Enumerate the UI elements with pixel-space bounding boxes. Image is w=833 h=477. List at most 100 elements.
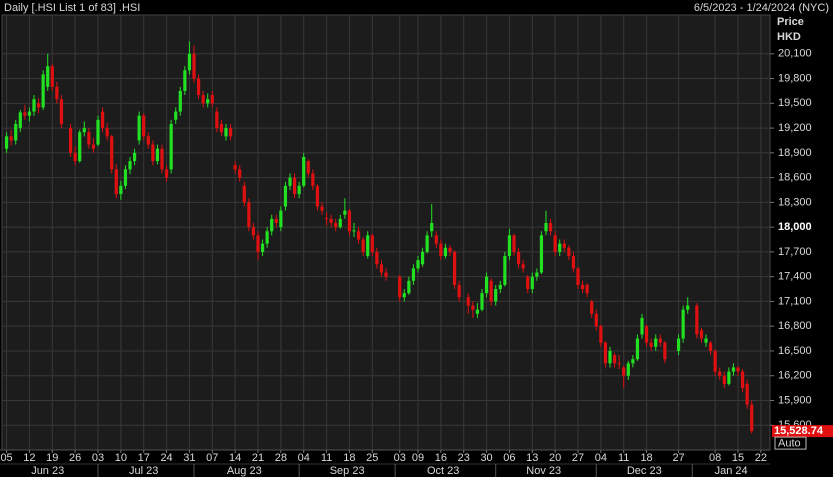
month-label: Jul 23: [129, 465, 158, 477]
candle-body: [361, 239, 365, 252]
candle-body: [78, 132, 82, 162]
candle-body: [548, 223, 553, 232]
candle-body: [448, 247, 452, 252]
x-tick-label: 30: [480, 452, 492, 464]
candle-body: [274, 218, 278, 224]
candle-body: [206, 99, 210, 104]
candle-body: [503, 256, 507, 285]
candle-body: [174, 111, 178, 120]
x-tick-label: 20: [549, 452, 561, 464]
y-tick-label: 19,500: [778, 97, 812, 109]
x-tick-label: 04: [298, 452, 310, 464]
candle-body: [745, 383, 749, 405]
candle-body: [18, 112, 22, 129]
candle-body: [100, 111, 105, 129]
x-tick-label: 21: [252, 452, 264, 464]
candle-body: [334, 223, 338, 228]
candle-body: [622, 367, 626, 376]
y-tick-label: 15,900: [778, 394, 812, 406]
candle-body: [251, 227, 256, 236]
candle-body: [324, 218, 329, 220]
candle-body: [558, 243, 562, 252]
candle-body: [626, 363, 630, 376]
x-tick-label: 07: [206, 452, 218, 464]
month-label: Dec 23: [627, 465, 662, 477]
x-tick-label: 08: [709, 452, 721, 464]
candle-body: [475, 309, 480, 314]
y-tick-label: 17,100: [778, 295, 812, 307]
candle-body: [36, 103, 41, 108]
candle-body: [681, 309, 685, 339]
candle-body: [750, 404, 754, 432]
candle-body: [9, 136, 13, 141]
y-axis-label: Price: [777, 16, 804, 28]
candle-body: [338, 218, 342, 228]
candle-body: [73, 152, 77, 162]
candle-body: [283, 185, 288, 207]
candle-body: [370, 235, 374, 252]
candle-body: [480, 293, 484, 310]
candle-body: [288, 177, 292, 186]
x-tick-label: 24: [160, 452, 172, 464]
candle-body: [535, 272, 539, 277]
candle-body: [699, 330, 704, 339]
candle-body: [507, 235, 512, 257]
candle-body: [695, 305, 699, 335]
candle-body: [736, 367, 740, 372]
candle-body: [228, 128, 233, 137]
candle-body: [443, 247, 448, 257]
candle-body: [164, 169, 169, 178]
candle-body: [155, 148, 160, 162]
candle-body: [87, 132, 91, 145]
candle-body: [631, 359, 635, 364]
candle-body: [484, 276, 489, 294]
y-tick-label: 18,600: [778, 172, 812, 184]
candle-body: [599, 326, 603, 343]
y-tick-label: 18,300: [778, 196, 812, 208]
candle-body: [292, 177, 297, 195]
candle-body: [494, 289, 498, 302]
candle-body: [471, 305, 475, 310]
candle-body: [82, 128, 86, 133]
candle-body: [347, 210, 352, 232]
candle-body: [402, 293, 406, 298]
candle-body: [722, 375, 726, 384]
candle-body: [740, 371, 745, 389]
candle-body: [521, 264, 525, 269]
candle-body: [233, 165, 237, 170]
candle-body: [270, 218, 274, 232]
candle-body: [315, 185, 320, 207]
x-tick-label: 23: [458, 452, 470, 464]
candle-body: [718, 371, 722, 376]
y-tick-label: 20,100: [778, 48, 812, 60]
y-tick-label: 17,700: [778, 246, 812, 258]
candle-body: [146, 136, 150, 145]
candle-body: [580, 284, 585, 290]
candle-body: [151, 144, 155, 162]
candle-body: [644, 326, 649, 343]
candle-body: [731, 367, 736, 372]
candle-body: [676, 338, 681, 351]
candle-body: [663, 342, 667, 360]
candle-body: [27, 111, 32, 116]
x-tick-label: 27: [672, 452, 684, 464]
x-tick-label: 14: [229, 452, 241, 464]
candle-body: [489, 280, 493, 302]
x-tick-label: 22: [755, 452, 767, 464]
candle-body: [603, 342, 608, 364]
candle-body: [452, 251, 457, 285]
chart-title: Daily [.HSI List 1 of 83] .HSI: [4, 2, 140, 14]
candle-body: [379, 264, 384, 273]
y-tick-label: 16,800: [778, 320, 812, 332]
candle-body: [14, 123, 18, 141]
candle-body: [366, 235, 370, 257]
candle-body: [142, 115, 146, 137]
candle-body: [247, 202, 251, 228]
candle-body: [55, 86, 59, 100]
x-tick-label: 31: [183, 452, 195, 464]
candle-body: [411, 268, 416, 281]
month-label: Jun 23: [31, 465, 64, 477]
x-tick-label: 09: [412, 452, 424, 464]
candle-body: [23, 112, 27, 116]
